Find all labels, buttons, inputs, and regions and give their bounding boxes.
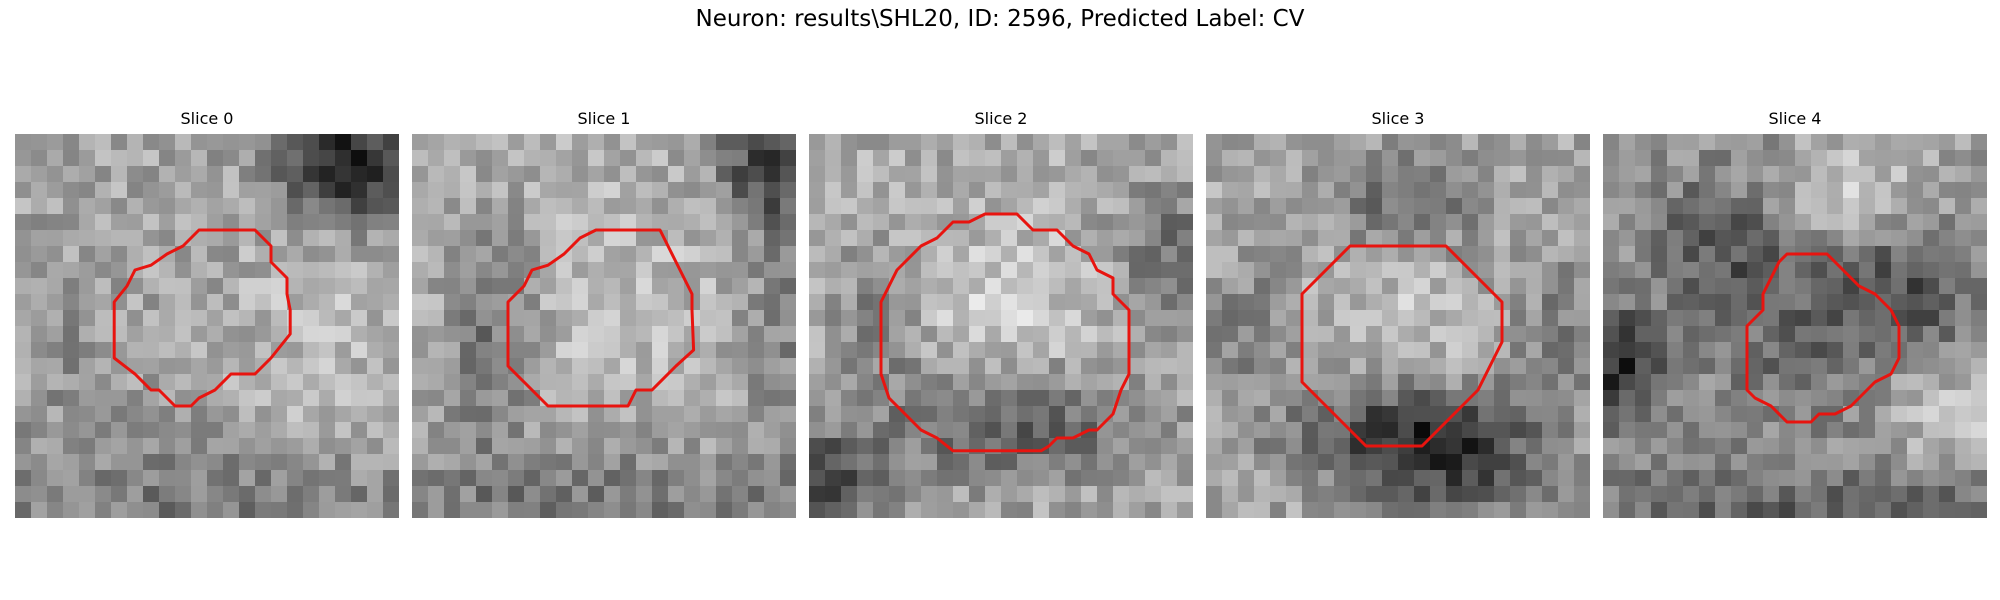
slice-title: Slice 2 [974, 109, 1028, 128]
slice-image [809, 134, 1193, 518]
slice-title: Slice 3 [1371, 109, 1425, 128]
pixel-grid [809, 134, 1193, 518]
pixel-grid [15, 134, 399, 518]
roi-contour [112, 228, 292, 408]
slice-panel-3: Slice 3 [1206, 108, 1590, 518]
slice-title: Slice 1 [577, 109, 631, 128]
pixel-grid [1206, 134, 1590, 518]
figure-title: Neuron: results\SHL20, ID: 2596, Predict… [695, 6, 1305, 32]
slice-title: Slice 4 [1768, 109, 1822, 128]
pixel-grid [412, 134, 796, 518]
slice-image [412, 134, 796, 518]
roi-contour [1745, 252, 1901, 424]
slice-panel-1: Slice 1 [412, 108, 796, 518]
slice-panel-0: Slice 0 [15, 108, 399, 518]
pixel-grid [1603, 134, 1987, 518]
slice-image [15, 134, 399, 518]
roi-contour [1300, 244, 1504, 448]
slice-panel-4: Slice 4 [1603, 108, 1987, 518]
slice-panel-2: Slice 2 [809, 108, 1193, 518]
slice-image [1603, 134, 1987, 518]
slice-image [1206, 134, 1590, 518]
slice-title: Slice 0 [180, 109, 234, 128]
roi-contour [506, 228, 696, 408]
roi-contour [879, 212, 1131, 453]
